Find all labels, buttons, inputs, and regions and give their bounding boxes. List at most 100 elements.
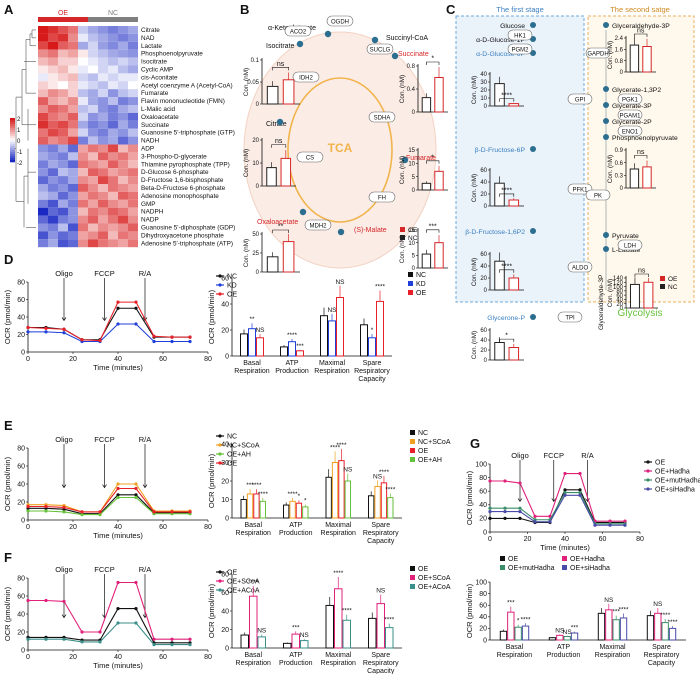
heatmap-cell	[48, 112, 58, 121]
legend-swatch	[410, 457, 415, 462]
heatmap-cell	[48, 97, 58, 105]
data-point	[170, 637, 174, 641]
legend-swatch	[410, 584, 415, 589]
bar	[597, 612, 606, 641]
injection-arrowhead	[517, 498, 523, 503]
data-point	[26, 325, 30, 330]
legend-marker	[218, 588, 222, 592]
heatmap-cell	[78, 136, 88, 145]
heatmap-cell	[78, 223, 88, 232]
data-point	[578, 493, 582, 497]
data-point	[134, 306, 138, 310]
sig-label: *	[431, 56, 434, 63]
data-point	[518, 506, 522, 510]
injection-label: R/A	[581, 451, 594, 460]
y-tick-label: 40	[17, 611, 25, 618]
legend-swatch-NC	[400, 235, 405, 240]
x-tick-label: 60	[159, 356, 167, 363]
y-axis-label: OCR (pmol/min)	[465, 470, 474, 525]
heatmap-row-label: cis-Aconitate	[141, 74, 178, 81]
y-tick-label: 5	[412, 254, 416, 260]
heatmap-cell	[58, 215, 68, 224]
bar-OE	[434, 170, 444, 191]
data-point	[518, 516, 522, 521]
heatmap-cell	[98, 49, 108, 58]
heatmap-cell	[118, 168, 128, 177]
y-tick-label: 60	[480, 168, 487, 174]
heatmap-cell	[78, 152, 88, 161]
enzyme-label: PGK1	[622, 98, 639, 104]
y-tick-label: 20	[480, 192, 487, 198]
sig-label: ***	[429, 223, 437, 230]
injection-label: Oligo	[55, 565, 73, 574]
heatmap-cell	[98, 81, 108, 90]
data-point	[563, 490, 567, 495]
category-label: Capacity	[648, 660, 676, 667]
metabolite-label: Glycerate-1,3P2	[612, 87, 661, 94]
y-tick-label: 60	[221, 590, 229, 597]
data-point	[62, 327, 66, 331]
legend-label: OE+ACoA	[418, 584, 451, 591]
data-point	[488, 506, 492, 510]
legend-marker	[218, 570, 222, 574]
bar-OE	[434, 77, 444, 113]
metabolite-label: Glyceraldehyde-3P	[612, 23, 670, 30]
heatmap-cell	[48, 89, 58, 98]
heatmap-cell	[58, 176, 68, 184]
bar-OE	[642, 166, 652, 189]
sig-label: *	[298, 493, 301, 500]
y-tick-label: 40	[480, 72, 487, 78]
enzyme-label: CS	[306, 156, 314, 162]
y-axis-label: Con. (nM)	[607, 41, 614, 69]
x-tick-label: 0	[26, 356, 30, 363]
heatmap-cell	[78, 128, 88, 137]
heatmap-cell	[88, 105, 98, 113]
heatmap-cell	[118, 152, 128, 161]
injection-arrowhead	[102, 484, 107, 489]
sig-label: NS	[335, 279, 345, 286]
category-label: Maximal	[319, 360, 346, 367]
heatmap-cell	[68, 231, 78, 240]
bar	[291, 633, 300, 649]
category-label: Spare	[371, 652, 390, 659]
heatmap-cell	[128, 128, 138, 137]
enzyme-box	[567, 93, 593, 105]
category-label: Maximal	[325, 522, 352, 529]
enzyme-label: GAPDH	[587, 52, 608, 58]
bar	[563, 636, 571, 641]
bar	[368, 495, 375, 519]
heatmap-cell	[108, 112, 118, 121]
y-axis-label: Con. (nM)	[243, 68, 250, 96]
bar-OE	[508, 103, 520, 107]
legend-label: OE	[418, 566, 428, 573]
heatmap-cell	[38, 191, 48, 200]
bar	[668, 627, 677, 641]
tca-cycle	[287, 77, 393, 223]
heatmap-cell	[128, 112, 138, 121]
metabolite-node	[296, 40, 304, 48]
data-point	[62, 599, 66, 604]
second-stage-box	[587, 15, 695, 303]
bar	[320, 315, 328, 357]
data-point	[170, 339, 174, 344]
sig-label: ****	[287, 332, 298, 339]
data-point	[116, 607, 120, 611]
heatmap-cell	[68, 120, 78, 129]
heatmap-cell	[108, 26, 118, 34]
data-point	[188, 510, 192, 514]
heatmap-row-label: Phosphoenolpyruvate	[141, 51, 203, 58]
heatmap-cell	[68, 176, 78, 184]
heatmap-cell	[48, 207, 58, 216]
colorbar-segment	[10, 142, 15, 145]
legend-swatch	[408, 272, 413, 277]
metabolite-label: Glycerate-3P	[612, 103, 652, 110]
data-point	[134, 493, 138, 497]
y-tick-label: 20	[17, 332, 25, 339]
heatmap-cell	[88, 65, 98, 74]
heatmap-cell	[108, 191, 118, 200]
y-tick-label: 10	[252, 161, 259, 167]
y-tick-label: 40	[221, 441, 229, 448]
group-label: OE	[58, 10, 68, 17]
heatmap-cell	[58, 81, 68, 90]
legend-swatch-OE	[660, 276, 665, 281]
